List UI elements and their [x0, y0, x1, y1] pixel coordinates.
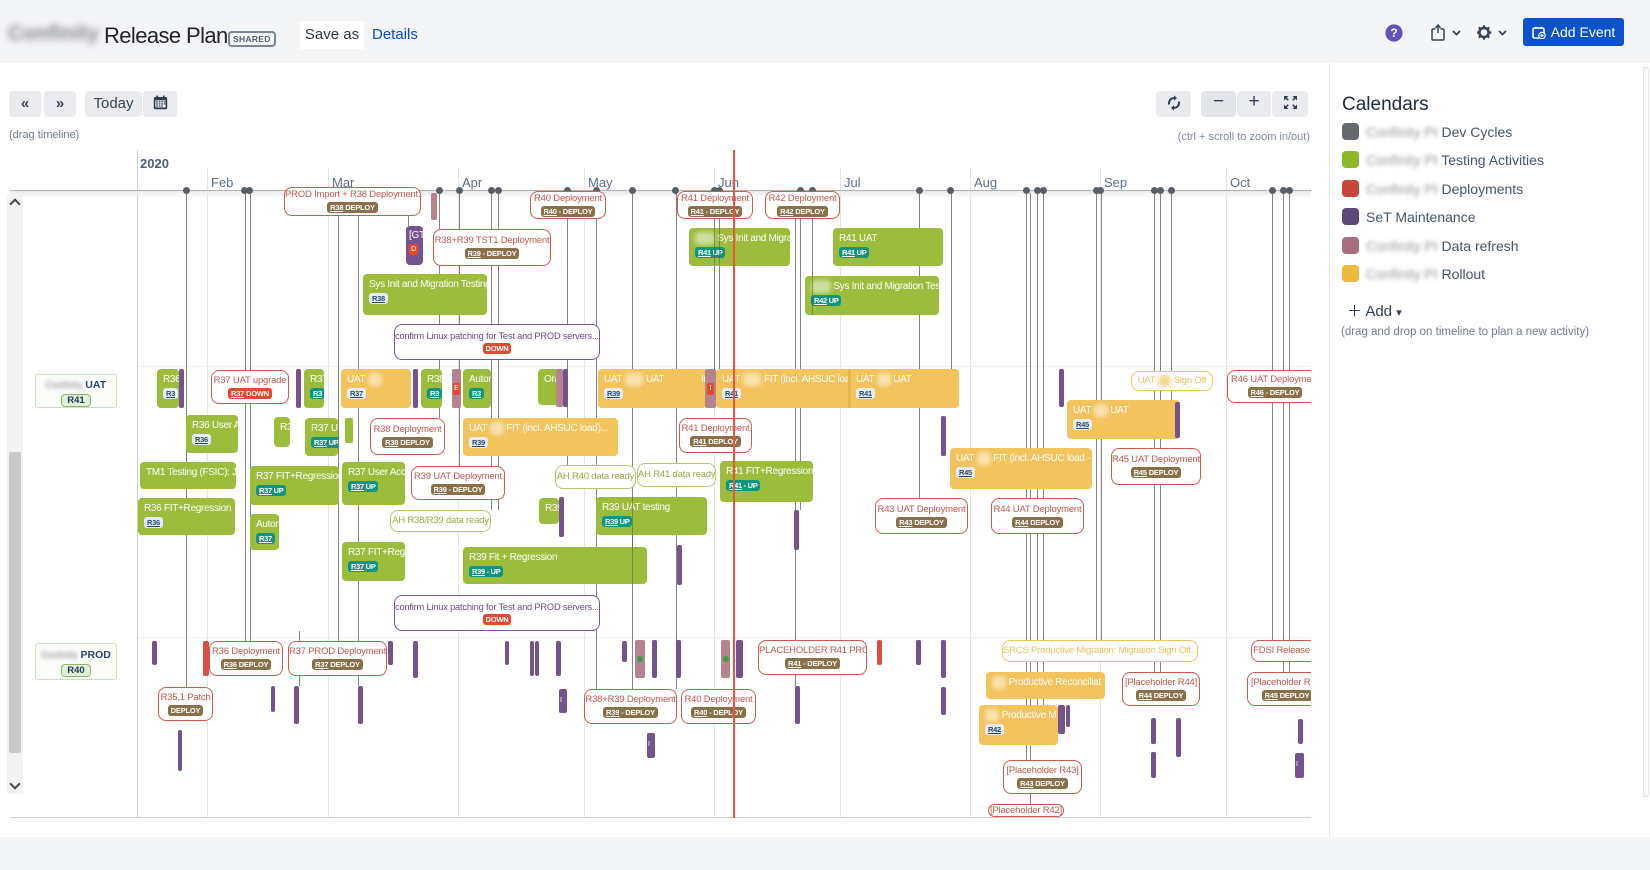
- svg-text:?: ?: [1390, 26, 1397, 40]
